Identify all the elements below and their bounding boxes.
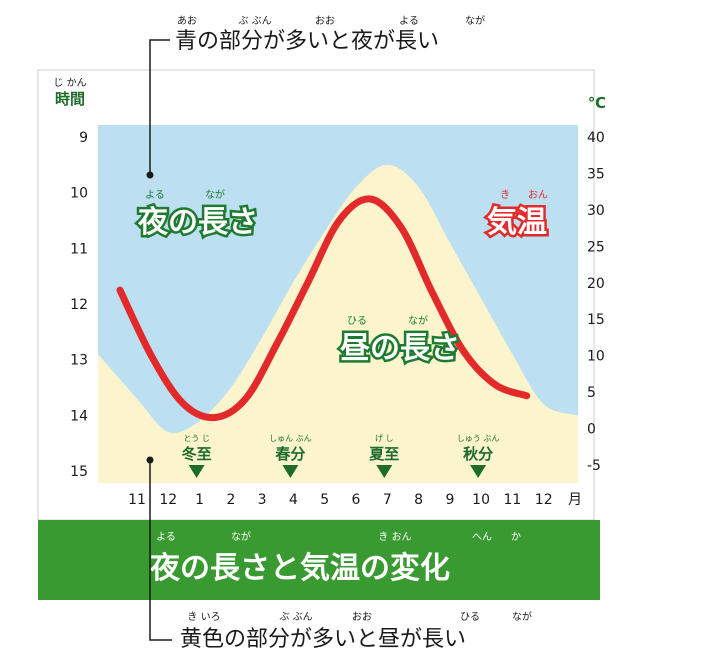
- x-tick: 12: [535, 492, 553, 508]
- bottom-note-ruby-4: ひる: [460, 611, 480, 623]
- x-ticks: 11 12 1 2 3 4 5 6 7 8 9 10 11 12: [128, 492, 553, 508]
- bottom-note-leader: [149, 460, 172, 641]
- top-note-ruby-2: ぶ ぶん: [238, 15, 271, 27]
- top-note-leader: [149, 39, 170, 175]
- y-left-ticks: 9 10 11 12 13 14 15: [70, 130, 88, 480]
- temperature-label-ruby-2: おん: [528, 189, 548, 201]
- title-ruby-1: よる: [156, 531, 176, 543]
- night-label-ruby-1: よる: [145, 189, 165, 201]
- x-tick: 2: [226, 492, 235, 508]
- bottom-note: き いろ ぶ ぶん おお ひる なが 黄色の部分が多いと昼が長い: [146, 456, 532, 652]
- day-label-ruby-2: なが: [408, 314, 428, 327]
- top-note-ruby-4: よる: [399, 15, 419, 27]
- y-right-tick: 15: [587, 312, 605, 328]
- top-note-text: 青の部分が多いと夜が長い: [175, 29, 439, 54]
- season-marker-label: 夏至: [368, 445, 399, 463]
- y-left-label-ruby: じ かん: [53, 77, 86, 89]
- x-tick: 11: [503, 492, 521, 508]
- season-marker-ruby: しゅん ぶん: [269, 434, 312, 443]
- y-left-tick: 13: [70, 353, 88, 369]
- season-marker-label: 冬至: [182, 445, 212, 463]
- x-unit-label: 月: [568, 492, 582, 508]
- y-left-tick: 12: [70, 297, 88, 313]
- bottom-note-ruby-3: おお: [352, 611, 372, 623]
- night-label-ruby-2: なが: [205, 188, 225, 201]
- y-right-tick: 0: [587, 422, 596, 438]
- night-label-text: 夜の長さ: [137, 205, 258, 240]
- title-ruby-3: き おん: [378, 531, 411, 543]
- y-left-tick: 11: [70, 241, 88, 257]
- y-right-tick: -5: [587, 458, 601, 474]
- y-right-tick: 35: [587, 166, 605, 182]
- season-marker-label: 秋分: [463, 445, 493, 463]
- x-tick: 1: [195, 492, 204, 508]
- y-right-tick: 30: [587, 203, 605, 219]
- season-marker-ruby: とう じ: [183, 434, 210, 443]
- bottom-note-dot: [146, 456, 154, 464]
- temperature-label-ruby-1: き: [500, 189, 510, 201]
- season-marker-ruby: げ し: [375, 434, 394, 443]
- day-label: ひる なが 昼の長さ: [338, 314, 463, 369]
- temperature-label: き おん 気温: [485, 189, 550, 243]
- title-ruby-5: か: [511, 531, 521, 543]
- bottom-note-ruby-2: ぶ ぶん: [279, 611, 312, 623]
- y-right-tick: 5: [587, 385, 596, 401]
- y-left-label: 時間: [55, 90, 85, 108]
- x-tick: 3: [258, 492, 267, 508]
- y-right-label: ℃: [588, 94, 606, 112]
- day-label-ruby-1: ひる: [347, 315, 367, 327]
- top-note: あお ぶ ぶん おお よる なが 青の部分が多いと夜が長い: [146, 14, 485, 179]
- y-right-ticks: 40 35 30 25 20 15 10 5 0 -5: [587, 130, 605, 474]
- y-right-tick: 40: [587, 130, 605, 146]
- top-note-dot: [146, 171, 154, 179]
- top-note-ruby-3: おお: [315, 15, 335, 27]
- y-left-tick: 9: [79, 130, 88, 146]
- season-marker-ruby: しゅう ぶん: [457, 434, 500, 443]
- x-tick: 5: [320, 492, 329, 508]
- season-marker-label: 春分: [275, 445, 305, 463]
- x-tick: 10: [472, 492, 490, 508]
- x-tick: 8: [414, 492, 423, 508]
- season-marker-triangle: [376, 465, 393, 478]
- x-tick: 7: [383, 492, 392, 508]
- y-right-tick: 20: [587, 276, 605, 292]
- y-left-tick: 10: [70, 186, 88, 202]
- season-marker-triangle: [470, 465, 487, 478]
- bottom-note-ruby-5: なが: [512, 610, 532, 623]
- x-tick: 9: [445, 492, 454, 508]
- title-band: [38, 520, 600, 600]
- bottom-note-text: 黄色の部分が多いと昼が長い: [180, 627, 466, 652]
- title-text: 夜の長さと気温の変化: [149, 551, 450, 586]
- season-marker-triangle: [282, 465, 299, 478]
- title-ruby-4: へん: [472, 531, 492, 543]
- bottom-note-ruby-1: き いろ: [187, 611, 220, 623]
- day-area: [98, 164, 578, 484]
- y-left-tick: 14: [70, 408, 88, 424]
- y-right-tick: 10: [587, 349, 605, 365]
- top-note-ruby-5: なが: [465, 14, 485, 27]
- x-tick: 4: [289, 492, 298, 508]
- temperature-line: [116, 195, 531, 422]
- temperature-label-text: 気温: [487, 205, 547, 240]
- y-right-tick: 25: [587, 239, 605, 255]
- x-tick: 6: [352, 492, 361, 508]
- title: よる なが き おん へん か 夜の長さと気温の変化: [149, 530, 521, 586]
- night-label: よる なが 夜の長さ: [135, 188, 261, 243]
- title-ruby-2: なが: [231, 530, 251, 543]
- top-note-ruby-1: あお: [177, 15, 197, 27]
- x-tick: 11: [128, 492, 146, 508]
- y-left-tick: 15: [70, 464, 88, 480]
- day-label-text: 昼の長さ: [340, 331, 460, 366]
- x-tick: 12: [159, 492, 177, 508]
- season-marker-triangle: [188, 465, 205, 478]
